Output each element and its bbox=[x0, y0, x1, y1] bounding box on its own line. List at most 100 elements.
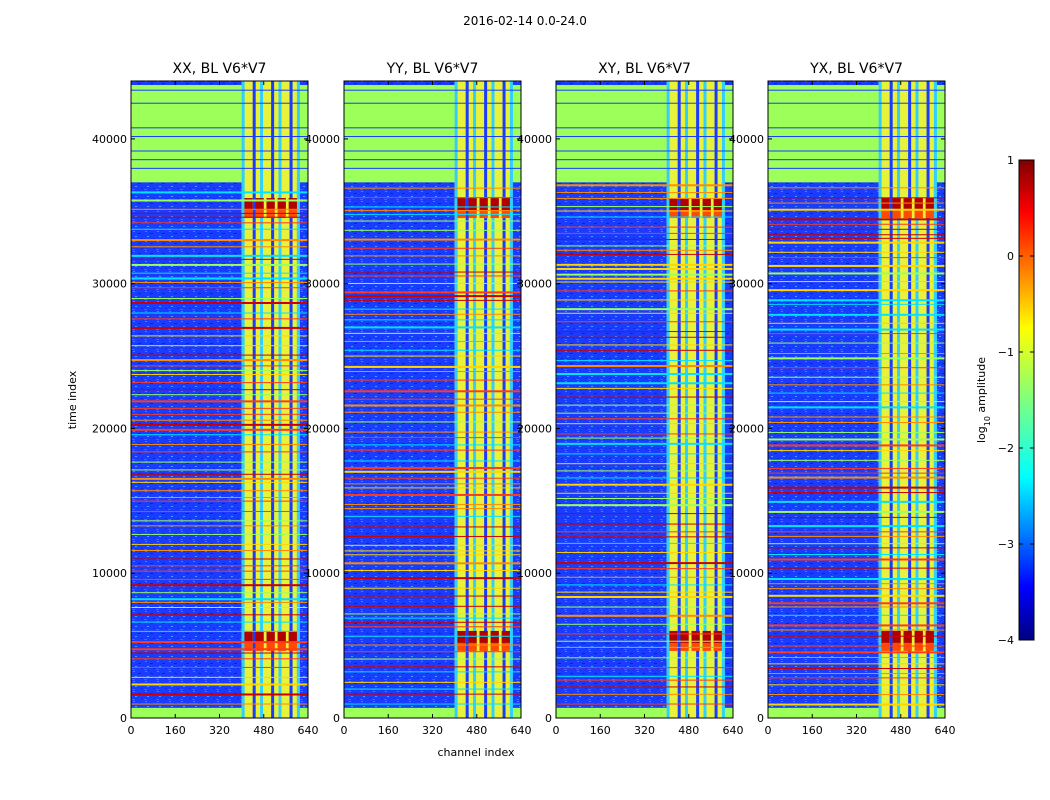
hot-spot bbox=[691, 210, 700, 219]
rfi-line bbox=[344, 595, 521, 597]
rfi-line bbox=[556, 365, 733, 368]
rfi-line bbox=[344, 247, 521, 249]
rfi-line bbox=[344, 554, 521, 556]
rfi-line bbox=[131, 287, 308, 289]
rfi-line bbox=[768, 684, 945, 686]
panel-xx: XX, BL V6*V7 0 160 320 480 640 0 10000 20000 3000… bbox=[92, 61, 319, 737]
rfi-line bbox=[768, 218, 945, 221]
rfi-line bbox=[131, 607, 308, 609]
rfi-line bbox=[131, 481, 308, 483]
band-gap bbox=[897, 81, 901, 718]
flag-gap-line bbox=[768, 159, 945, 161]
rfi-line bbox=[768, 629, 945, 631]
rfi-line bbox=[344, 255, 521, 257]
panel-yx: YX, BL V6*V7 0 160 320 480 640 0 10000 20000 3000… bbox=[729, 61, 956, 737]
rfi-line bbox=[131, 413, 308, 415]
rfi-line bbox=[768, 197, 945, 199]
rfi-line bbox=[768, 657, 945, 659]
rfi-line bbox=[556, 614, 733, 617]
x-tick-label: 480 bbox=[678, 724, 699, 737]
panel-title: XY, BL V6*V7 bbox=[598, 61, 691, 77]
rfi-line bbox=[768, 467, 945, 469]
rfi-line bbox=[131, 354, 308, 356]
rfi-line bbox=[768, 299, 945, 302]
hot-spot bbox=[457, 630, 466, 643]
rfi-line bbox=[768, 438, 945, 441]
rfi-line bbox=[131, 389, 308, 391]
rfi-line bbox=[131, 703, 308, 705]
rfi-line bbox=[768, 202, 945, 204]
colorbar-tick-label: −3 bbox=[998, 538, 1014, 551]
x-tick-label: 320 bbox=[634, 724, 655, 737]
rfi-line bbox=[768, 476, 945, 479]
hot-spot bbox=[468, 630, 477, 643]
rfi-line bbox=[131, 318, 308, 320]
rfi-line bbox=[556, 463, 733, 465]
flag-gap-line bbox=[131, 167, 308, 169]
rfi-line bbox=[344, 508, 521, 510]
rfi-line bbox=[131, 258, 308, 260]
hot-spot bbox=[713, 210, 722, 219]
rfi-line bbox=[556, 536, 733, 538]
flag-gap-line bbox=[768, 136, 945, 138]
rfi-line bbox=[344, 326, 521, 329]
rfi-line bbox=[556, 349, 733, 351]
flag-gap-line bbox=[131, 102, 308, 104]
hot-spot bbox=[244, 198, 253, 211]
band-gap bbox=[915, 81, 919, 718]
y-tick-label: 20000 bbox=[729, 422, 764, 435]
rfi-line bbox=[344, 626, 521, 628]
rfi-line bbox=[344, 187, 521, 189]
rfi-line bbox=[344, 666, 521, 668]
rfi-line bbox=[131, 298, 308, 300]
rfi-line bbox=[556, 232, 733, 234]
flag-gap-line bbox=[131, 136, 308, 138]
panel-xy: XY, BL V6*V7 0 160 320 480 640 0 10000 20000 3000… bbox=[517, 61, 744, 737]
band-region bbox=[878, 81, 934, 718]
rfi-line bbox=[344, 299, 521, 301]
hot-spot bbox=[702, 630, 711, 643]
rfi-line bbox=[556, 253, 733, 255]
flag-gap-line bbox=[768, 127, 945, 129]
rfi-line bbox=[556, 623, 733, 625]
rfi-line bbox=[768, 322, 945, 324]
rfi-line bbox=[344, 197, 521, 199]
rfi-line bbox=[344, 544, 521, 546]
rfi-line bbox=[131, 630, 308, 632]
rfi-line bbox=[344, 515, 521, 517]
rfi-line bbox=[131, 451, 308, 453]
band-gap bbox=[721, 81, 725, 718]
rfi-line bbox=[131, 254, 308, 257]
hot-spot bbox=[288, 642, 297, 651]
rfi-line bbox=[556, 606, 733, 608]
band-gap bbox=[271, 81, 275, 718]
rfi-line bbox=[556, 433, 733, 435]
rfi-line bbox=[344, 587, 521, 589]
rfi-line bbox=[344, 444, 521, 446]
flag-gap-line bbox=[768, 167, 945, 169]
rfi-line bbox=[344, 671, 521, 673]
hot-spot bbox=[702, 210, 711, 219]
rfi-line bbox=[768, 241, 945, 244]
rfi-line bbox=[344, 220, 521, 222]
rfi-line bbox=[768, 228, 945, 230]
colorbar-bar bbox=[1018, 159, 1035, 641]
rfi-line bbox=[344, 282, 521, 284]
rfi-line bbox=[768, 459, 945, 461]
hot-spot bbox=[669, 210, 678, 219]
rfi-line bbox=[768, 567, 945, 569]
flag-gap-line bbox=[556, 89, 733, 91]
rfi-line bbox=[131, 199, 308, 202]
flagged-strip bbox=[556, 707, 733, 718]
rfi-line bbox=[556, 312, 733, 314]
rfi-line bbox=[131, 558, 308, 560]
rfi-line bbox=[344, 635, 521, 637]
rfi-line bbox=[556, 412, 733, 414]
band-gap bbox=[666, 81, 670, 718]
rfi-line bbox=[768, 416, 945, 418]
rfi-line bbox=[768, 673, 945, 675]
rfi-line bbox=[344, 365, 521, 368]
rfi-line bbox=[556, 277, 733, 280]
rfi-line bbox=[556, 245, 733, 247]
rfi-line bbox=[131, 490, 308, 492]
